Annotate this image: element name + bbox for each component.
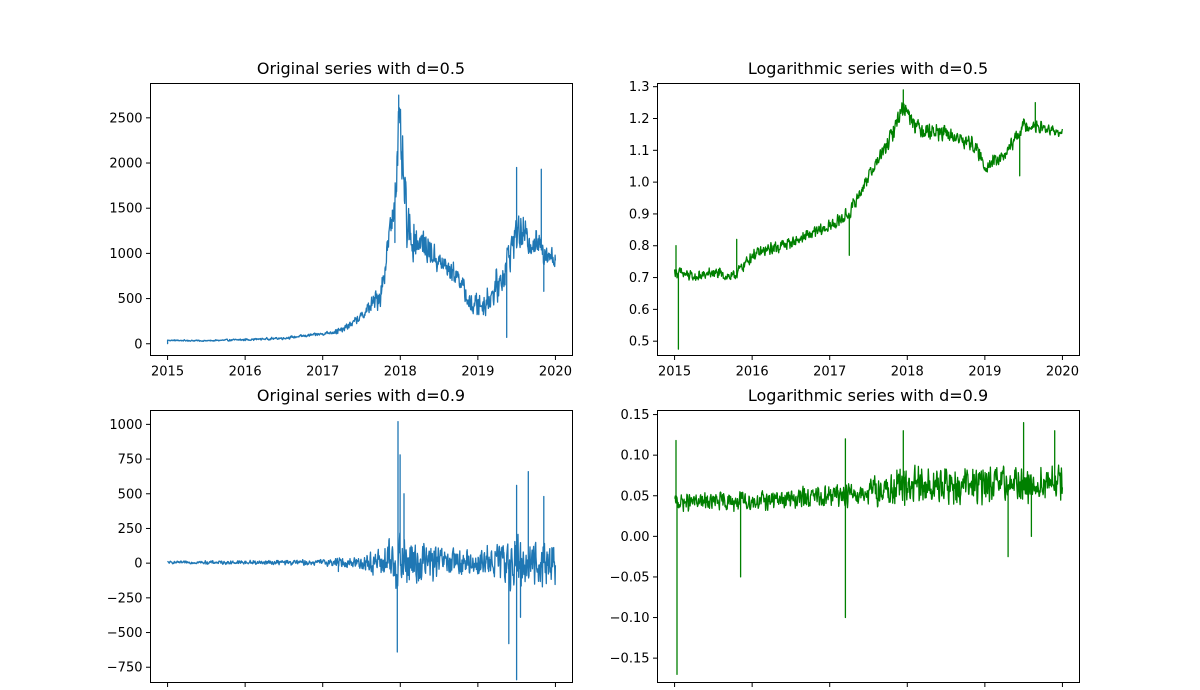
plot-frame [150, 410, 573, 683]
y-tick-label: 0.6 [629, 303, 650, 318]
x-tick-label: 2018 [891, 365, 924, 380]
x-tick-label: 2019 [461, 365, 494, 380]
x-axis [674, 682, 1063, 687]
y-tick-label: −0.05 [610, 570, 650, 585]
y-tick-label: −0.10 [610, 611, 650, 626]
y-axis: −750 −500 −250 0 250 500 750 1000 [107, 418, 151, 676]
y-axis: 0.5 0.6 0.7 0.8 0.9 1.0 1.1 1.2 1.3 [629, 80, 658, 350]
x-tick-label: 2015 [151, 365, 184, 380]
x-tick-label: 2019 [968, 365, 1001, 380]
panel-title: Logarithmic series with d=0.9 [748, 386, 988, 405]
series-layer [167, 420, 557, 681]
y-axis: 0 500 1000 1500 2000 2500 [109, 111, 151, 352]
x-tick-label: 2018 [384, 365, 417, 380]
panel-title: Original series with d=0.9 [257, 386, 465, 405]
y-tick-label: 1.1 [629, 144, 650, 159]
x-axis: 2015 2016 2017 2018 2019 2020 [151, 355, 572, 380]
y-tick-label: 1500 [109, 202, 142, 217]
y-tick-label: 1000 [109, 418, 142, 433]
x-tick-label: 2016 [736, 365, 769, 380]
panel-title: Logarithmic series with d=0.5 [748, 59, 988, 78]
y-tick-label: −250 [107, 591, 143, 606]
series-line [167, 420, 557, 681]
x-tick-label: 2016 [229, 365, 262, 380]
y-tick-label: 1.2 [629, 112, 650, 127]
y-tick-label: 0.5 [629, 335, 650, 350]
y-tick-label: −750 [107, 661, 143, 676]
series-line [673, 89, 1064, 350]
y-tick-label: 0.15 [621, 408, 650, 423]
plot-frame [657, 83, 1080, 356]
series-layer [673, 89, 1064, 350]
panel-log-d09: Logarithmic series with d=0.9 −0.15 −0.10… [610, 386, 1080, 687]
y-tick-label: 1.0 [629, 176, 650, 191]
y-tick-label: 0 [134, 557, 142, 572]
y-tick-label: 750 [118, 453, 143, 468]
y-tick-label: 1000 [109, 247, 142, 262]
y-tick-label: 2500 [109, 111, 142, 126]
x-tick-label: 2017 [813, 365, 846, 380]
panel-original-d09: Original series with d=0.9 −750 −500 −250 0… [107, 386, 573, 687]
y-tick-label: 0.9 [629, 207, 650, 222]
x-axis [167, 682, 556, 687]
y-axis: −0.15 −0.10 −0.05 0.00 0.05 0.10 0.15 [610, 408, 658, 667]
series-layer [166, 94, 557, 345]
y-tick-label: −500 [107, 626, 143, 641]
y-tick-label: 0 [134, 337, 142, 352]
series-layer [674, 422, 1064, 676]
y-tick-label: 0.10 [621, 449, 650, 464]
x-tick-label: 2020 [1046, 365, 1079, 380]
y-tick-label: 250 [118, 522, 143, 537]
x-tick-label: 2020 [539, 365, 572, 380]
y-tick-label: 1.3 [629, 80, 650, 95]
series-line [674, 422, 1064, 676]
y-tick-label: 0.8 [629, 239, 650, 254]
panel-title: Original series with d=0.5 [257, 59, 465, 78]
x-tick-label: 2015 [658, 365, 691, 380]
y-tick-label: 0.00 [621, 530, 650, 545]
y-tick-label: 2000 [109, 157, 142, 172]
y-tick-label: 0.7 [629, 271, 650, 286]
y-tick-label: −0.15 [610, 652, 650, 667]
x-axis: 2015 2016 2017 2018 2019 2020 [658, 355, 1079, 380]
panel-original-d05: Original series with d=0.5 2015 2016 2017 2… [109, 59, 573, 380]
panel-log-d05: Logarithmic series with d=0.5 2015 2016 20… [629, 59, 1080, 380]
series-line [166, 94, 557, 345]
y-tick-label: 500 [118, 292, 143, 307]
y-tick-label: 0.05 [621, 489, 650, 504]
y-tick-label: 500 [118, 487, 143, 502]
plot-frame [150, 83, 573, 356]
x-tick-label: 2017 [306, 365, 339, 380]
plot-frame [657, 410, 1080, 683]
